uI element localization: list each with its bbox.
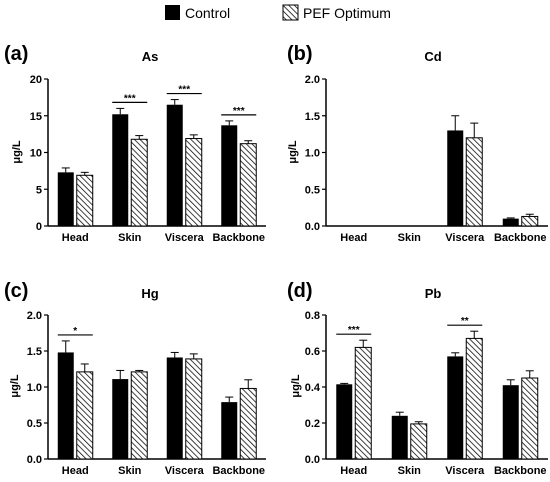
x-tick-label: Viscera <box>165 232 205 244</box>
y-tick-label: 0.8 <box>305 310 320 322</box>
panel-d: (d) Pb μg/L 0.0 0.2 0.4 0.6 0.8 Head Skin Visce… <box>287 280 548 477</box>
bar-control <box>166 104 183 226</box>
bar-pef-optimum <box>130 138 148 227</box>
y-tick-label: 15 <box>30 111 42 123</box>
bar-control <box>447 356 464 459</box>
x-tick-label: Backbone <box>212 232 265 244</box>
panel-b: (b) Cd μg/L 0.0 0.5 1.0 1.5 2.0 Head Skin Visce… <box>287 43 548 244</box>
bar-pef-optimum <box>239 387 257 460</box>
significance-marker: *** <box>233 106 245 117</box>
panel-label: (b) <box>287 43 313 65</box>
bar-pef-optimum <box>130 371 148 460</box>
bar-control <box>502 218 519 226</box>
x-tick-label: Backbone <box>494 232 547 244</box>
bar-control <box>57 352 74 459</box>
x-tick-label: Head <box>62 465 89 477</box>
y-axis-label: μg/L <box>11 140 23 164</box>
bar-pef-optimum <box>185 358 203 460</box>
significance-marker: * <box>73 326 77 337</box>
x-tick-label: Viscera <box>165 465 205 477</box>
x-tick-label: Head <box>62 232 89 244</box>
y-tick-label: 0.5 <box>305 184 320 196</box>
bar-pef-optimum <box>521 215 539 227</box>
bar-control <box>502 385 519 459</box>
y-tick-label: 0.6 <box>305 346 320 358</box>
legend-label-pef: PEF Optimum <box>303 5 391 21</box>
y-tick-label: 2.0 <box>305 74 320 86</box>
x-tick-label: Skin <box>118 232 142 244</box>
bar-pef-optimum <box>521 377 539 460</box>
panel-title: Pb <box>425 286 442 301</box>
y-tick-label: 0.0 <box>305 454 320 466</box>
y-tick-label: 10 <box>30 148 42 160</box>
y-axis-label: μg/L <box>290 374 302 398</box>
y-tick-label: 0.0 <box>27 454 42 466</box>
bar-control <box>221 125 238 226</box>
panel-title: Hg <box>141 286 158 301</box>
significance-marker: ** <box>461 316 469 327</box>
y-tick-label: 1.0 <box>305 148 320 160</box>
panel-title: As <box>142 49 159 64</box>
y-tick-label: 20 <box>30 74 42 86</box>
significance-marker: *** <box>178 85 190 96</box>
bar-pef-optimum <box>185 138 203 227</box>
panel-label: (a) <box>4 43 28 65</box>
significance-marker: *** <box>124 93 136 104</box>
legend-label-control: Control <box>185 5 230 21</box>
bar-control <box>221 402 238 459</box>
panel-label: (d) <box>287 280 313 302</box>
legend-swatch-pef <box>282 4 299 21</box>
x-tick-label: Backbone <box>212 465 265 477</box>
panel-a: (a) As μg/L 0 5 10 15 20 Head Skin Viscera Backb… <box>4 43 266 244</box>
panel-c: (c) Hg μg/L 0.0 0.5 1.0 1.5 2.0 Head Skin Visce… <box>4 280 266 477</box>
y-tick-label: 0.0 <box>305 221 320 233</box>
bar-pef-optimum <box>465 137 483 227</box>
y-tick-label: 1.5 <box>27 346 42 358</box>
y-tick-label: 1.5 <box>305 111 320 123</box>
bar-control <box>166 357 183 459</box>
x-tick-label: Skin <box>398 232 422 244</box>
bar-control <box>447 130 464 226</box>
x-tick-label: Viscera <box>445 232 485 244</box>
bar-control <box>391 415 408 459</box>
bar-pef-optimum <box>354 346 372 460</box>
bar-pef-optimum <box>410 423 428 460</box>
bar-pef-optimum <box>239 143 257 227</box>
legend: Control PEF Optimum <box>165 4 391 21</box>
x-tick-label: Viscera <box>445 465 485 477</box>
x-tick-label: Backbone <box>494 465 547 477</box>
bar-control <box>112 379 129 459</box>
bar-control <box>112 114 129 226</box>
y-tick-label: 0 <box>36 221 42 233</box>
bar-pef-optimum <box>76 371 94 460</box>
significance-marker: *** <box>348 325 360 336</box>
x-tick-label: Head <box>340 232 367 244</box>
bar-pef-optimum <box>76 174 94 227</box>
y-tick-label: 0.2 <box>305 418 320 430</box>
panel-title: Cd <box>424 49 441 64</box>
y-axis-label: μg/L <box>287 140 299 164</box>
bar-control <box>57 172 74 226</box>
bar-pef-optimum <box>465 337 483 460</box>
panel-label: (c) <box>4 280 28 302</box>
y-axis-label: μg/L <box>9 374 21 398</box>
legend-swatch-control <box>165 5 180 20</box>
x-tick-label: Skin <box>118 465 142 477</box>
y-tick-label: 1.0 <box>27 382 42 394</box>
x-tick-label: Head <box>340 465 367 477</box>
bar-control <box>336 384 353 459</box>
x-tick-label: Skin <box>398 465 422 477</box>
y-tick-label: 0.4 <box>305 382 321 394</box>
y-tick-label: 0.5 <box>27 418 42 430</box>
y-tick-label: 5 <box>36 184 42 196</box>
y-tick-label: 2.0 <box>27 310 42 322</box>
